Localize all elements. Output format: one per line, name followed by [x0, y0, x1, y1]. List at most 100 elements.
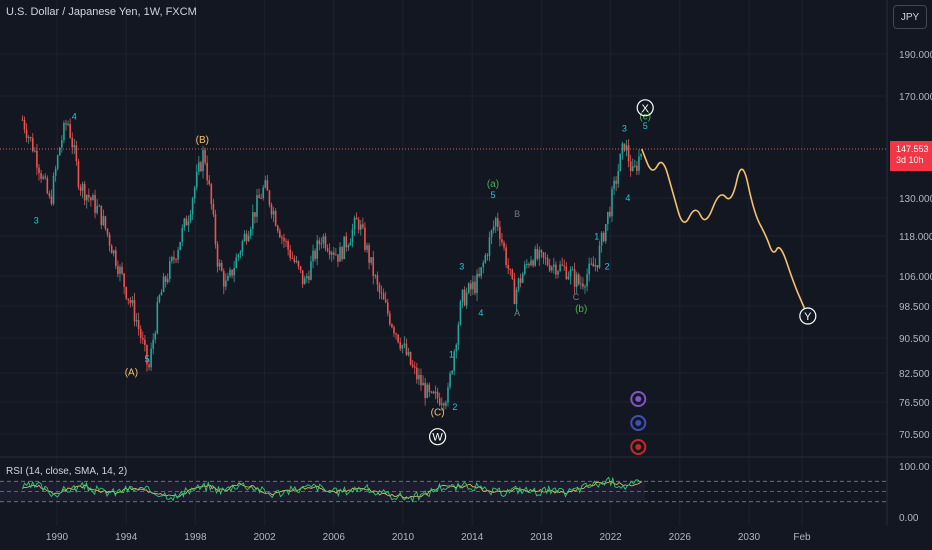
candle-body	[258, 195, 260, 199]
candle-body	[75, 145, 78, 162]
candle-body	[168, 261, 171, 280]
candle-body	[434, 391, 437, 394]
candle-body	[374, 275, 377, 277]
candle-body	[380, 292, 383, 294]
candle-body	[121, 266, 123, 274]
candle-body	[25, 129, 28, 138]
candle-body	[378, 284, 381, 293]
candle-body	[326, 248, 329, 251]
candle-body	[312, 250, 314, 262]
time-tick-label: Feb	[793, 532, 811, 543]
candle-body	[31, 138, 34, 152]
candle-body	[281, 237, 283, 239]
candle-body	[461, 289, 464, 302]
candle-body	[88, 194, 90, 198]
candle-body	[156, 301, 159, 334]
candle-body	[559, 264, 561, 271]
candle-body	[48, 193, 51, 197]
candle-body	[517, 278, 520, 290]
wave-label: (C)	[431, 407, 445, 418]
candle-body	[96, 205, 98, 213]
wave-label: 5	[490, 190, 495, 200]
candle-body	[600, 232, 603, 246]
candle-body	[447, 387, 449, 403]
candle-body	[270, 204, 273, 215]
candle-body	[320, 243, 323, 245]
candle-body	[351, 229, 354, 243]
time-axis[interactable]: 1990 1994 1998 2002 2006 2010 2014 2018 2022 2026…	[46, 532, 811, 543]
candle-body	[530, 260, 532, 266]
price-tick-label: 90.500	[899, 334, 930, 345]
candle-body	[108, 234, 111, 246]
candle-body	[384, 299, 387, 303]
candle-body	[474, 281, 476, 294]
candle-body	[187, 221, 190, 226]
candle-body	[582, 283, 584, 287]
candle-body	[420, 374, 422, 386]
candle-body	[399, 342, 402, 349]
candle-body	[513, 278, 516, 305]
candle-body	[133, 300, 136, 322]
rsi-line	[21, 476, 642, 503]
candle-body	[343, 236, 345, 260]
candle-body	[58, 147, 61, 156]
candle-body	[129, 299, 132, 304]
candle-body	[617, 171, 620, 184]
candle-body	[303, 278, 306, 285]
candle-body	[376, 275, 379, 285]
candle-body	[538, 250, 541, 259]
candle-body	[146, 345, 148, 365]
candle-body	[609, 211, 611, 217]
candle-body	[237, 254, 240, 258]
candle-body	[264, 180, 267, 188]
candle-body	[501, 239, 503, 243]
candle-body	[357, 219, 360, 230]
candle-body	[615, 180, 617, 184]
candle-body	[227, 275, 229, 281]
candle-body	[451, 370, 453, 374]
candle-body	[507, 265, 509, 269]
candle-body	[268, 190, 271, 205]
candle-body	[69, 123, 71, 138]
wave-circle-label: Y	[804, 311, 812, 323]
candle-body	[333, 252, 335, 255]
candle-body	[42, 176, 44, 179]
projection-line	[640, 148, 806, 309]
wave-label: (B)	[196, 135, 209, 146]
wave-label: B	[514, 209, 520, 219]
wave-label: (a)	[487, 179, 499, 190]
candle-body	[588, 263, 590, 275]
candle-body	[164, 276, 167, 283]
candle-body	[202, 150, 204, 172]
currency-button[interactable]: JPY	[893, 5, 927, 29]
candle-body	[27, 137, 30, 139]
rsi-label: RSI (14, close, SMA, 14, 2)	[6, 466, 128, 477]
candle-body	[544, 257, 547, 259]
candle-body	[636, 165, 638, 171]
candle-body	[110, 245, 113, 254]
earnings-event-icon-dot	[635, 444, 642, 450]
candle-body	[191, 198, 194, 215]
price-tick-label: 76.500	[899, 398, 930, 409]
candle-body	[478, 273, 480, 277]
candle-body	[83, 183, 86, 201]
price-axis[interactable]: 190.000 170.000 130.000 118.000 106.000 98.50…	[899, 50, 932, 441]
candle-body	[335, 254, 337, 256]
candle-body	[440, 403, 443, 405]
wave-label: 1	[594, 231, 599, 241]
candle-body	[206, 162, 208, 181]
candle-body	[631, 166, 634, 172]
candle-body	[611, 188, 613, 217]
price-tick-label: 82.500	[899, 369, 930, 380]
event-icons[interactable]	[630, 391, 647, 455]
candle-body	[555, 264, 557, 275]
bar-countdown: 3d 10h	[896, 155, 924, 165]
candle-body	[220, 262, 223, 271]
candle-body	[256, 195, 258, 217]
candle-body	[455, 344, 458, 352]
candle-body	[193, 187, 196, 199]
candle-body	[135, 320, 138, 322]
